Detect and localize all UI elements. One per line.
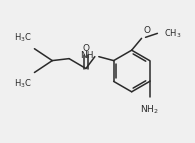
Text: O: O xyxy=(82,44,90,53)
Text: CH$_3$: CH$_3$ xyxy=(164,27,182,40)
Text: O: O xyxy=(144,26,151,35)
Text: NH: NH xyxy=(80,51,94,60)
Text: NH$_2$: NH$_2$ xyxy=(140,103,159,116)
Text: H$_3$C: H$_3$C xyxy=(14,31,31,44)
Text: H$_3$C: H$_3$C xyxy=(14,78,31,90)
